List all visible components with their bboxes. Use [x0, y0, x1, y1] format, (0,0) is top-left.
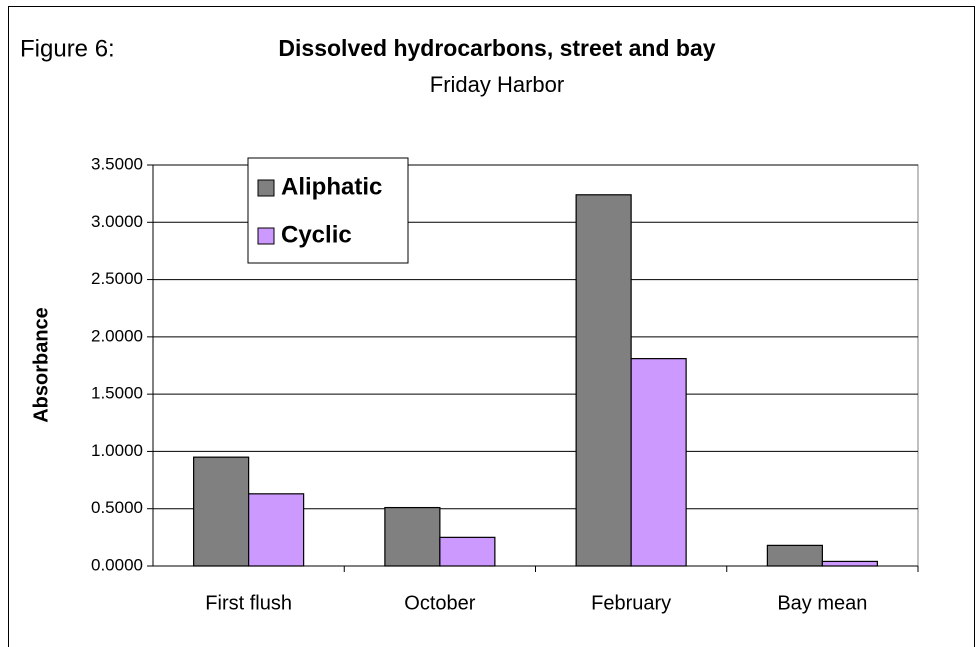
y-tick-label: 3.5000 — [91, 154, 143, 173]
x-tick-label: October — [404, 592, 475, 614]
y-tick-label: 1.0000 — [91, 441, 143, 460]
frame — [8, 6, 975, 647]
y-tick-label: 2.0000 — [91, 326, 143, 345]
bar — [821, 560, 878, 567]
legend-label: Aliphatic — [281, 173, 382, 200]
y-tick-label: 1.5000 — [91, 384, 143, 403]
bar — [439, 536, 496, 567]
legend-swatch — [257, 179, 275, 197]
y-tick-label: 0.5000 — [91, 498, 143, 517]
y-tick-label: 2.5000 — [91, 269, 143, 288]
bar — [248, 493, 305, 567]
y-tick-label: 3.0000 — [91, 212, 143, 231]
y-axis-label: Absorbance — [30, 307, 52, 423]
bar — [630, 358, 687, 567]
x-tick-label: February — [591, 592, 671, 614]
legend-swatch — [257, 227, 275, 245]
legend-box — [247, 157, 409, 264]
bar — [575, 194, 632, 567]
x-tick-label: Bay mean — [777, 592, 867, 614]
bar — [193, 456, 250, 567]
bar — [384, 506, 441, 567]
chart-subtitle: Friday Harbor — [430, 72, 564, 97]
chart-title: Dissolved hydrocarbons, street and bay — [278, 35, 715, 61]
y-tick-label: 0.0000 — [91, 555, 143, 574]
x-tick-label: First flush — [205, 592, 292, 614]
bar — [766, 544, 823, 567]
legend-label: Cyclic — [281, 221, 352, 248]
figure-label: Figure 6: — [20, 35, 115, 62]
